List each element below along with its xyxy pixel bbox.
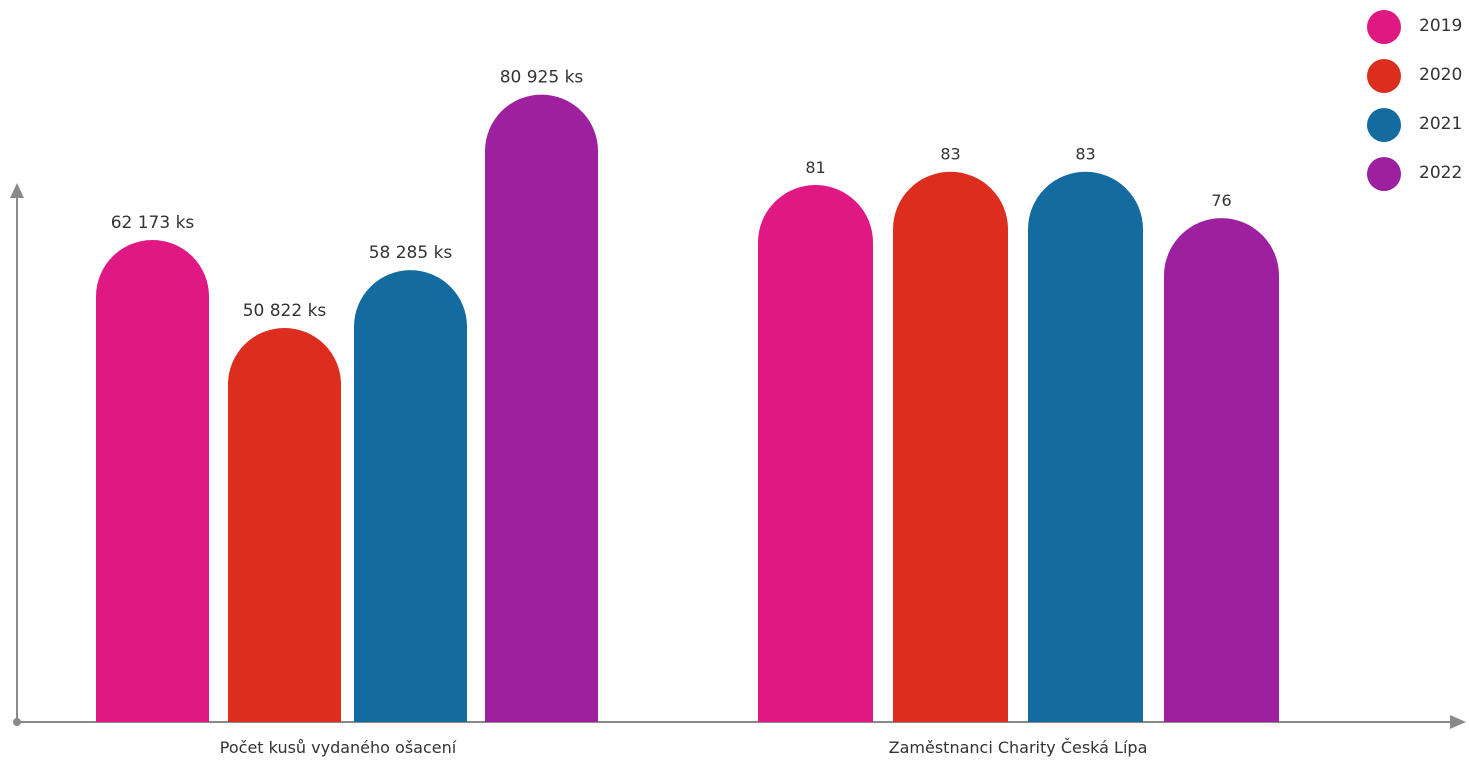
value-label-0-2021: 58 285 ks bbox=[369, 243, 453, 263]
value-label-1-2021: 83 bbox=[1075, 145, 1095, 164]
bar-1-2019 bbox=[758, 184, 873, 722]
y-axis-arrow bbox=[10, 183, 24, 198]
group-label-employees: Zaměstnanci Charity Česká Lípa bbox=[888, 738, 1148, 757]
legend-item-2020: 2020 bbox=[1359, 57, 1469, 93]
group-label-clothing: Počet kusů vydaného ošacení bbox=[219, 738, 457, 757]
legend-swatch bbox=[1367, 108, 1401, 142]
legend-item-2019: 2019 bbox=[1359, 8, 1469, 44]
bar-0-2020 bbox=[228, 327, 341, 722]
bar-0-2019 bbox=[96, 240, 209, 722]
bar-1-2020 bbox=[893, 171, 1008, 722]
axis-origin-dot bbox=[13, 718, 21, 726]
value-label-0-2022: 80 925 ks bbox=[500, 68, 584, 88]
legend-item-2021: 2021 bbox=[1359, 106, 1469, 142]
legend-label: 2020 bbox=[1419, 65, 1463, 85]
legend-label: 2019 bbox=[1419, 16, 1463, 36]
x-axis-arrow bbox=[1450, 715, 1466, 729]
value-labels: 62 173 ks 50 822 ks 58 285 ks 80 925 ks 81 83… bbox=[111, 68, 1232, 321]
legend-swatch bbox=[1367, 157, 1401, 191]
bar-1-2022 bbox=[1164, 218, 1279, 723]
value-label-1-2019: 81 bbox=[805, 158, 825, 177]
value-label-1-2022: 76 bbox=[1211, 191, 1231, 210]
bars bbox=[96, 94, 1279, 723]
value-label-0-2019: 62 173 ks bbox=[111, 213, 195, 233]
bar-0-2022 bbox=[485, 94, 598, 722]
value-label-1-2020: 83 bbox=[940, 145, 960, 164]
bar-0-2021 bbox=[354, 270, 467, 722]
legend-label: 2021 bbox=[1419, 114, 1463, 134]
legend-item-2022: 2022 bbox=[1359, 155, 1469, 191]
value-label-0-2020: 50 822 ks bbox=[243, 301, 327, 321]
bar-1-2021 bbox=[1028, 171, 1143, 722]
legend-swatch bbox=[1367, 10, 1401, 44]
legend-label: 2022 bbox=[1419, 163, 1463, 183]
legend-swatch bbox=[1367, 59, 1401, 93]
